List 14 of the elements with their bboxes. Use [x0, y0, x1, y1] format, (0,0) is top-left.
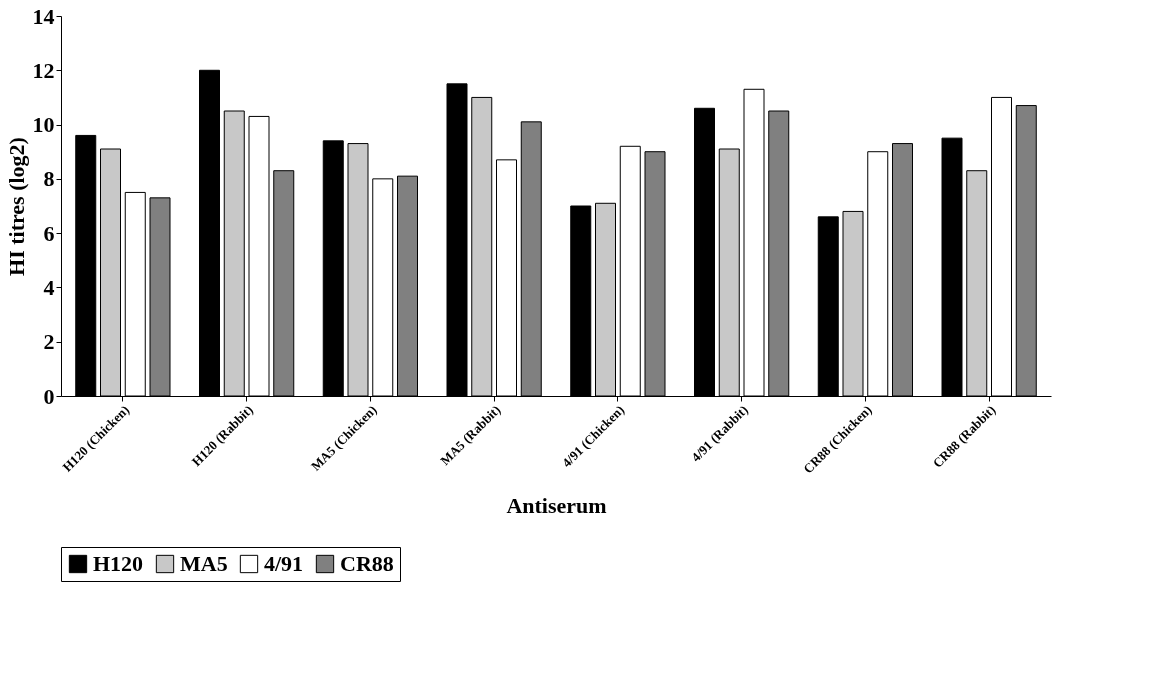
y-tick-label: 4 — [43, 274, 55, 300]
legend-label: CR88 — [340, 551, 394, 576]
y-tick-label: 14 — [32, 3, 55, 29]
legend-label: 4/91 — [264, 551, 304, 576]
legend-label: MA5 — [180, 551, 228, 576]
y-tick-label: 6 — [43, 220, 55, 246]
y-axis-title: HI titres (log2) — [3, 137, 29, 276]
legend-label: H120 — [93, 551, 144, 576]
y-tick-label: 0 — [43, 383, 55, 409]
y-tick-label: 8 — [43, 166, 55, 192]
y-tick-label: 2 — [43, 329, 55, 355]
x-axis-title: Antiserum — [506, 493, 607, 519]
y-tick-label: 10 — [32, 112, 55, 138]
y-tick-label: 12 — [32, 57, 55, 83]
